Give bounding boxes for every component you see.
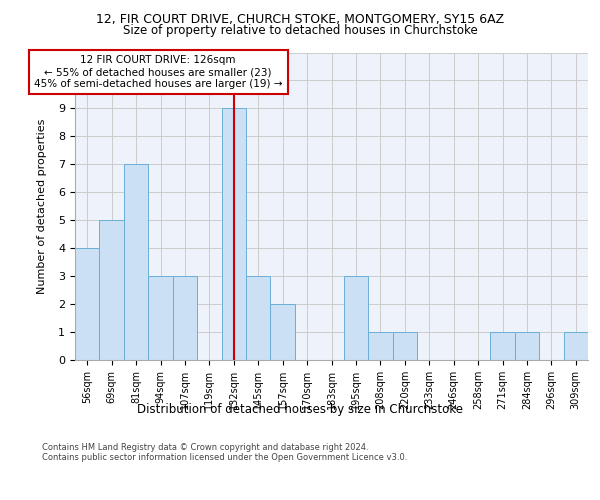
Bar (515, 332, 539, 360)
Bar (173, 276, 197, 360)
Text: Contains HM Land Registry data © Crown copyright and database right 2024.: Contains HM Land Registry data © Crown c… (42, 442, 368, 452)
Bar (271, 304, 295, 360)
Bar (368, 332, 392, 360)
Bar (75, 248, 100, 360)
Bar (124, 164, 148, 360)
Text: 12 FIR COURT DRIVE: 126sqm
← 55% of detached houses are smaller (23)
45% of semi: 12 FIR COURT DRIVE: 126sqm ← 55% of deta… (34, 56, 283, 88)
Y-axis label: Number of detached properties: Number of detached properties (37, 118, 47, 294)
Bar (392, 332, 417, 360)
Bar (490, 332, 515, 360)
Text: Size of property relative to detached houses in Churchstoke: Size of property relative to detached ho… (122, 24, 478, 37)
Bar (344, 276, 368, 360)
Bar (221, 108, 246, 360)
Text: Contains public sector information licensed under the Open Government Licence v3: Contains public sector information licen… (42, 452, 407, 462)
Bar (246, 276, 271, 360)
Bar (100, 220, 124, 360)
Bar (563, 332, 588, 360)
Text: Distribution of detached houses by size in Churchstoke: Distribution of detached houses by size … (137, 402, 463, 415)
Text: 12, FIR COURT DRIVE, CHURCH STOKE, MONTGOMERY, SY15 6AZ: 12, FIR COURT DRIVE, CHURCH STOKE, MONTG… (96, 12, 504, 26)
Bar (148, 276, 173, 360)
